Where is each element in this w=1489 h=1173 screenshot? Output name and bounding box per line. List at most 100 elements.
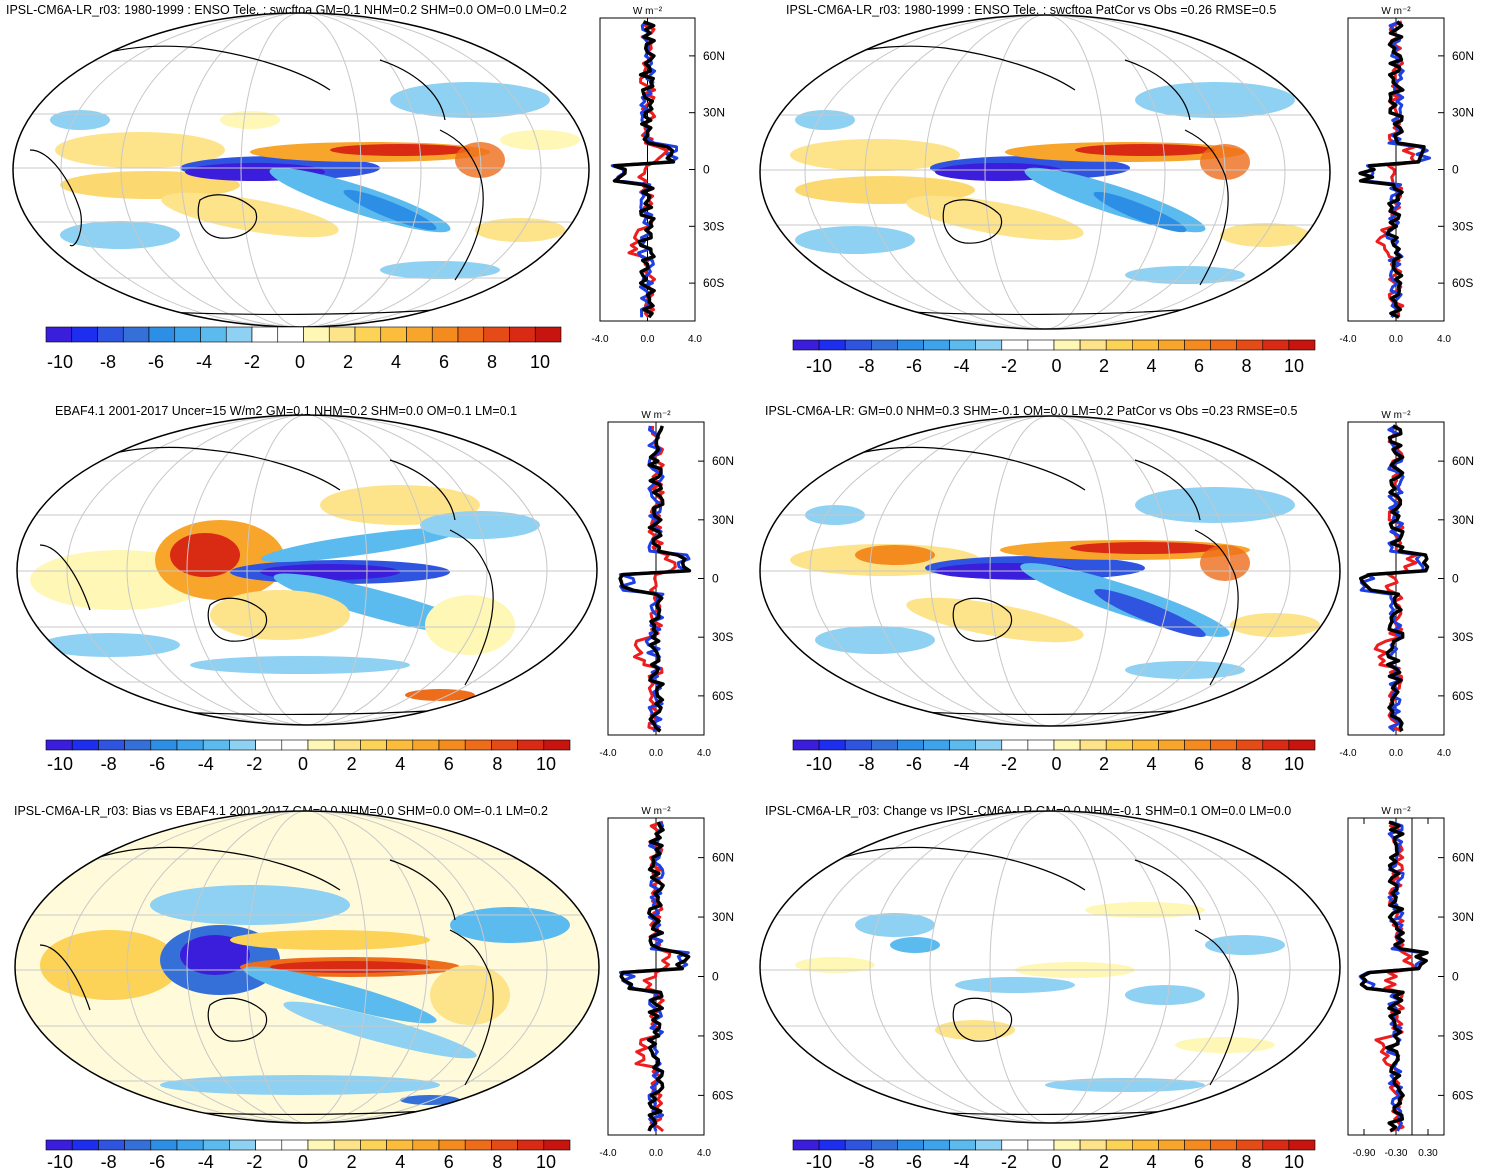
colorbar-label: 6 <box>444 1152 454 1172</box>
colorbar-swatch <box>406 326 433 343</box>
lat-label: 60S <box>712 689 733 703</box>
colorbar-5 <box>45 1139 571 1151</box>
colorbar-swatch <box>1210 1139 1238 1151</box>
profile-curve-black <box>1358 424 1430 732</box>
colorbar-label: -6 <box>906 754 922 774</box>
panel-3-svg: -10 -8 -6 -4 -2 0 2 4 6 8 10 60N 30N 0 30S 60S -4.0 0.0 4… <box>16 410 734 774</box>
lat-label: 60S <box>1452 689 1473 703</box>
colorbar-swatch <box>975 1139 1003 1151</box>
profile-curve-black <box>619 821 691 1132</box>
panel-5-svg: -10 -8 -6 -4 -2 0 2 4 6 8 10 60N 30N 0 30S 60S -4.0 0.0 4… <box>14 806 734 1172</box>
colorbar-label: -10 <box>806 1152 832 1172</box>
colorbar-swatch <box>1105 339 1133 351</box>
colorbar-swatch <box>124 1139 152 1151</box>
colorbar-swatch <box>1210 339 1238 351</box>
colorbar-swatch <box>277 326 304 343</box>
colorbar-label: 6 <box>1194 754 1204 774</box>
colorbar-swatch <box>464 1139 492 1151</box>
colorbar-swatch <box>1288 1139 1316 1151</box>
colorbar-label: -2 <box>244 352 260 372</box>
colorbar-swatch <box>431 326 459 343</box>
colorbar-label: -8 <box>100 352 116 372</box>
colorbar-swatch <box>517 1139 545 1151</box>
colorbar-swatch <box>975 339 1003 351</box>
panel-1-title: IPSL-CM6A-LR_r03: 1980-1999 : ENSO Tele.… <box>6 3 567 17</box>
x-tick-label: 0.30 <box>1418 1148 1438 1159</box>
colorbar-1 <box>45 326 562 343</box>
colorbar-swatch <box>1131 1139 1159 1151</box>
colorbar-label: 2 <box>1099 754 1109 774</box>
colorbar-swatch <box>98 739 125 751</box>
unit-label: W m⁻² <box>641 410 671 421</box>
colorbar-swatch <box>844 739 872 751</box>
colorbar-label: 10 <box>536 1152 556 1172</box>
colorbar-swatch <box>897 339 924 351</box>
colorbar-swatch <box>97 326 124 343</box>
colorbar-swatch <box>1105 739 1133 751</box>
colorbar-swatch <box>1001 739 1029 751</box>
lat-label: 30S <box>1452 1029 1473 1043</box>
colorbar-swatch <box>255 739 283 751</box>
lat-label: 30S <box>703 219 724 233</box>
map-3-field <box>17 415 597 725</box>
colorbar-swatch <box>255 1139 283 1151</box>
lat-label: 60S <box>703 276 724 290</box>
colorbar-swatch <box>792 1139 820 1151</box>
colorbar-label: -10 <box>806 356 832 376</box>
lat-label: 60N <box>1452 851 1474 865</box>
colorbar-swatch <box>949 739 977 751</box>
colorbar-swatch <box>354 326 382 343</box>
colorbar-label: 2 <box>347 1152 357 1172</box>
profile-1: 60N 30N 0 30S 60S -4.0 0.0 4.0 W m⁻² <box>591 6 725 345</box>
colorbar-swatch <box>871 739 898 751</box>
profile-6: 60N 30N 0 30S 60S -0.90 -0.30 0.30 W m⁻² <box>1347 806 1474 1159</box>
colorbar-swatch <box>225 326 253 343</box>
lat-label: 30N <box>1452 106 1474 120</box>
colorbar-swatch <box>517 739 545 751</box>
colorbar-label: 2 <box>347 754 357 774</box>
colorbar-swatch <box>457 326 485 343</box>
colorbar-swatch <box>360 739 387 751</box>
colorbar-swatch <box>1158 1139 1185 1151</box>
colorbar-swatch <box>923 739 950 751</box>
colorbar-swatch <box>483 326 510 343</box>
colorbar-swatch <box>333 739 361 751</box>
colorbar-label: 0 <box>295 352 305 372</box>
lat-label: 30S <box>1452 630 1473 644</box>
colorbar-swatch <box>1158 739 1185 751</box>
lat-label: 30N <box>712 910 734 924</box>
colorbar-swatch <box>176 739 204 751</box>
colorbar-swatch <box>949 1139 977 1151</box>
lat-label: 30N <box>1452 513 1474 527</box>
colorbar-swatch <box>412 1139 440 1151</box>
lat-label: 30N <box>1452 910 1474 924</box>
colorbar-label: -6 <box>149 1152 165 1172</box>
colorbar-3 <box>45 739 571 751</box>
lat-label: 0 <box>703 163 710 177</box>
profile-3: 60N 30N 0 30S 60S -4.0 0.0 4.0 W m⁻² <box>599 410 734 759</box>
colorbar-swatch <box>307 1139 335 1151</box>
x-tick-label: -4.0 <box>591 334 609 345</box>
colorbar-swatch <box>45 326 73 343</box>
x-tick-label: -0.30 <box>1385 1148 1408 1159</box>
colorbar-label: 6 <box>439 352 449 372</box>
colorbar-swatch <box>98 1139 125 1151</box>
lat-label: 0 <box>712 572 719 586</box>
colorbar-label: 4 <box>1146 356 1156 376</box>
colorbar-swatch <box>464 739 492 751</box>
colorbar-3-labels: -10 -8 -6 -4 -2 0 2 4 6 8 10 <box>47 754 556 774</box>
colorbar-label: 10 <box>1284 1152 1304 1172</box>
colorbar-swatch <box>1001 1139 1029 1151</box>
colorbar-swatch <box>543 739 571 751</box>
colorbar-swatch <box>871 1139 898 1151</box>
colorbar-label: -2 <box>246 1152 262 1172</box>
colorbar-1-labels: -10 -8 -6 -4 -2 0 2 4 6 8 10 <box>47 352 550 372</box>
x-tick-label: -4.0 <box>599 748 617 759</box>
colorbar-swatch <box>45 1139 73 1151</box>
colorbar-swatch <box>150 1139 178 1151</box>
colorbar-swatch <box>1236 739 1264 751</box>
x-tick-label: 0.0 <box>641 334 655 345</box>
colorbar-label: -4 <box>953 1152 969 1172</box>
map-1-field <box>13 13 589 327</box>
colorbar-2 <box>792 339 1316 351</box>
